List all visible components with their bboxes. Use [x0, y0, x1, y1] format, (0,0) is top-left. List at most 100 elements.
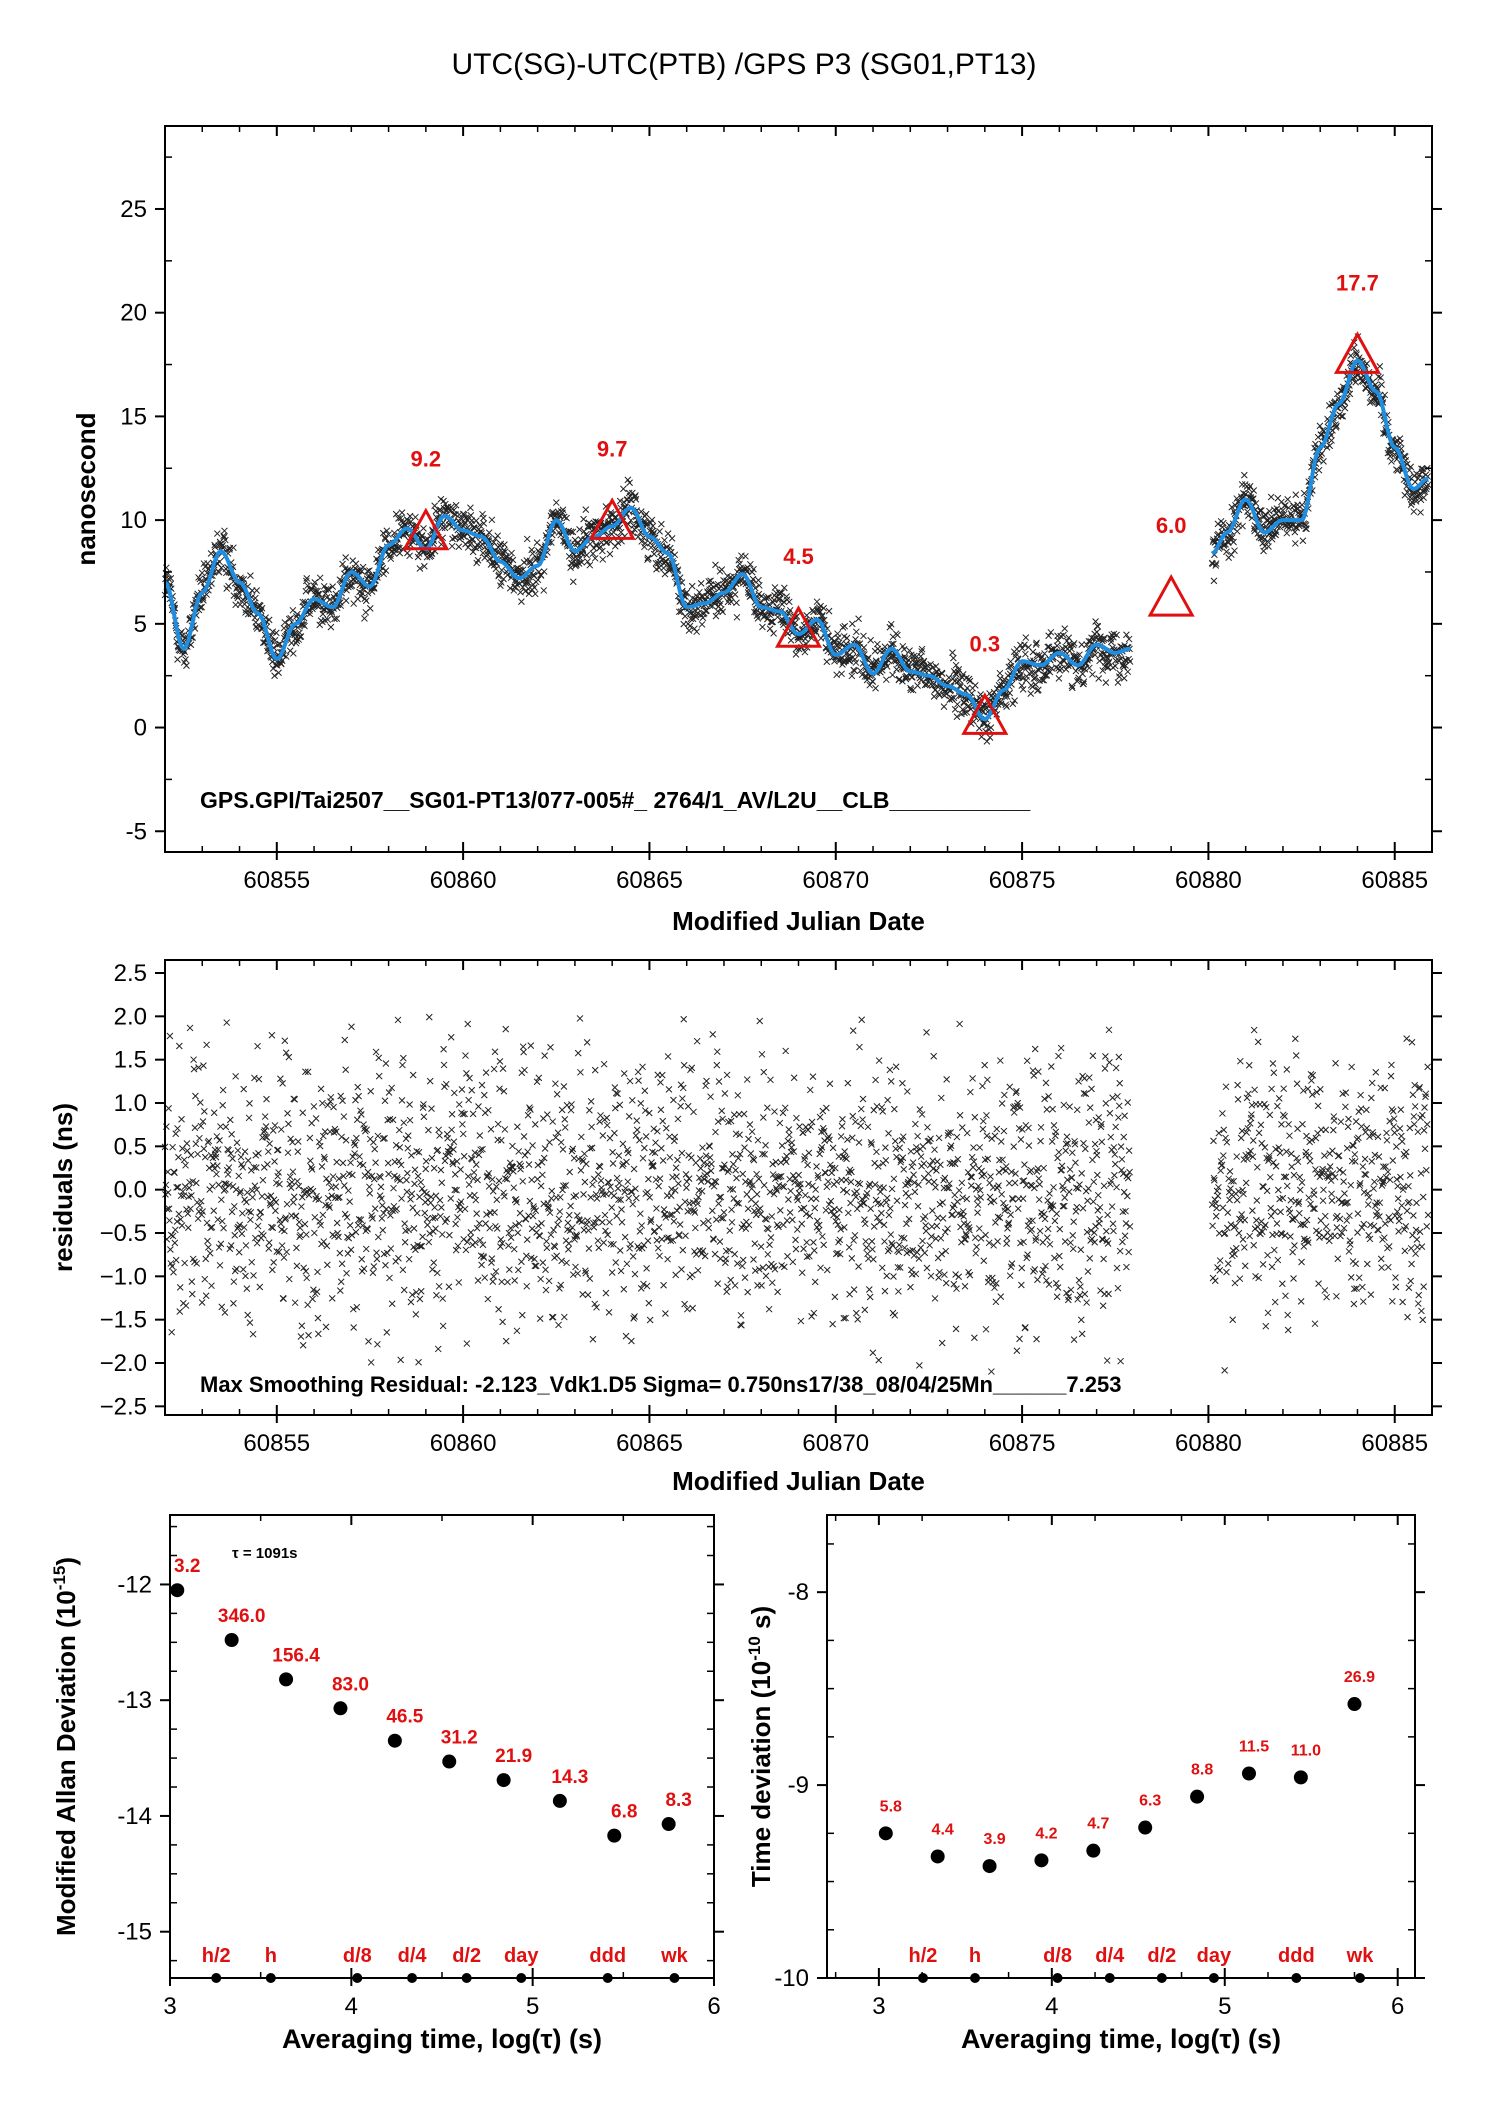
data-point [594, 1171, 602, 1178]
data-point [561, 1124, 569, 1131]
data-point [1061, 1194, 1069, 1202]
data-point [921, 1249, 929, 1257]
data-point [462, 1052, 469, 1059]
data-point [284, 1149, 292, 1157]
data-point [515, 1148, 523, 1155]
data-point [1109, 1220, 1117, 1228]
data-point [1221, 1367, 1229, 1374]
data-point [622, 1332, 630, 1340]
data-point [423, 1215, 431, 1223]
data-point [275, 1169, 282, 1176]
data-point [284, 1110, 291, 1117]
data-point [927, 1135, 934, 1143]
data-point [304, 582, 312, 590]
data-point [592, 1190, 600, 1198]
data-point [365, 1337, 372, 1345]
data-point [639, 1063, 646, 1071]
data-point [386, 1274, 393, 1282]
data-point [528, 1176, 536, 1184]
data-point [462, 1246, 470, 1254]
data-point [475, 1103, 482, 1110]
data-point [1117, 1143, 1125, 1150]
data-point [235, 1248, 243, 1256]
data-point [226, 1116, 234, 1124]
data-point [1083, 1299, 1090, 1306]
data-point [440, 1061, 448, 1069]
data-point [782, 1158, 790, 1166]
data-point [426, 1077, 434, 1085]
data-point [887, 1231, 895, 1238]
data-point [302, 1267, 310, 1275]
data-point [256, 1214, 263, 1221]
data-point [938, 1250, 946, 1258]
data-point [923, 1029, 930, 1036]
data-point [519, 1043, 527, 1051]
data-point [565, 527, 573, 535]
data-point [501, 1126, 509, 1133]
data-point [517, 1162, 525, 1170]
data-point [996, 675, 1004, 682]
data-point [362, 597, 370, 605]
data-point [417, 1178, 425, 1186]
data-point [645, 1299, 653, 1307]
data-point [210, 1109, 218, 1117]
data-point [192, 1092, 199, 1100]
data-point [1040, 1164, 1048, 1172]
data-point [956, 1111, 964, 1119]
data-point [599, 1132, 607, 1139]
data-point [299, 1341, 307, 1349]
data-point [1233, 527, 1241, 535]
data-point [1098, 1138, 1106, 1146]
data-point [847, 1178, 855, 1186]
data-point [848, 1255, 856, 1262]
data-point [518, 1311, 526, 1319]
data-point [600, 1239, 608, 1246]
data-point [803, 1239, 811, 1246]
data-point [632, 1132, 640, 1139]
data-point [271, 636, 279, 644]
data-point [688, 1064, 696, 1072]
data-point [1116, 1247, 1124, 1255]
data-point [854, 1316, 862, 1323]
data-point [672, 1164, 680, 1172]
data-point [560, 1313, 568, 1321]
data-point [1004, 1205, 1012, 1213]
data-point [173, 1218, 181, 1225]
data-point [1027, 690, 1035, 698]
data-point [882, 1156, 890, 1164]
data-point [886, 1066, 894, 1074]
data-point [211, 543, 219, 551]
data-point [620, 485, 627, 493]
data-point [958, 1124, 966, 1131]
data-point [1044, 1225, 1052, 1233]
data-point [1037, 1137, 1044, 1145]
data-point [976, 1144, 984, 1151]
data-point [481, 1274, 489, 1282]
data-point [1072, 1159, 1079, 1167]
data-point [980, 1257, 988, 1265]
data-point [1034, 1068, 1042, 1075]
triangle-label: 0.3 [970, 631, 1001, 656]
x-tick-label: 60860 [430, 867, 497, 894]
data-point [172, 1130, 180, 1138]
data-point [708, 1207, 716, 1215]
data-point [341, 1036, 349, 1044]
data-point [509, 556, 517, 564]
data-point [1055, 1148, 1063, 1156]
data-point [546, 1209, 554, 1217]
data-point [357, 1111, 365, 1118]
data-point [520, 1048, 527, 1056]
data-point [1019, 1195, 1027, 1202]
data-point [1245, 512, 1252, 520]
data-point [336, 1249, 344, 1257]
data-point [1326, 442, 1334, 450]
data-point [670, 1096, 677, 1104]
data-point [455, 1101, 463, 1108]
data-point [174, 656, 181, 663]
data-point [612, 1259, 620, 1266]
data-point [231, 1267, 239, 1275]
data-point [531, 1262, 539, 1270]
data-point [930, 1052, 938, 1060]
data-point [401, 1220, 409, 1227]
data-point [1094, 1171, 1101, 1179]
